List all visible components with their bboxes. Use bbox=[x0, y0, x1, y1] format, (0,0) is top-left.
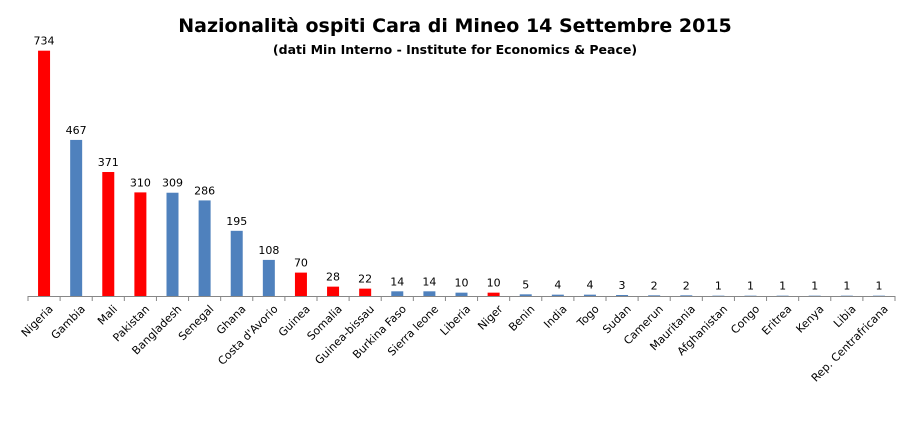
bar-14 bbox=[487, 292, 500, 296]
data-label-22: 1 bbox=[747, 280, 754, 293]
bar-series bbox=[38, 50, 885, 297]
bar-17 bbox=[583, 294, 596, 296]
x-tick-label-24: Kenya bbox=[794, 303, 827, 336]
data-label-9: 28 bbox=[326, 271, 340, 284]
data-label-20: 2 bbox=[683, 279, 690, 292]
data-label-8: 70 bbox=[294, 257, 308, 270]
x-tick-label-17: Togo bbox=[574, 302, 602, 330]
x-tick-label-1: Gambia bbox=[49, 303, 88, 342]
data-label-23: 1 bbox=[779, 280, 786, 293]
data-label-6: 195 bbox=[226, 215, 247, 228]
data-label-16: 4 bbox=[554, 279, 561, 292]
x-tick-label-16: India bbox=[541, 303, 569, 331]
bar-13 bbox=[455, 292, 468, 296]
bar-6 bbox=[230, 230, 243, 296]
x-tick-label-13: Liberia bbox=[438, 303, 474, 339]
x-tick-label-7: Costa d'Avorio bbox=[215, 302, 280, 367]
data-label-21: 1 bbox=[715, 280, 722, 293]
bar-20 bbox=[680, 295, 693, 296]
data-label-17: 4 bbox=[586, 279, 593, 292]
bar-16 bbox=[551, 294, 564, 296]
bar-7 bbox=[262, 259, 275, 296]
data-label-0: 734 bbox=[34, 35, 55, 48]
bar-19 bbox=[648, 295, 661, 296]
data-label-12: 14 bbox=[422, 275, 436, 288]
bar-18 bbox=[616, 294, 629, 296]
x-tick-label-5: Senegal bbox=[176, 303, 217, 344]
data-label-18: 3 bbox=[619, 279, 626, 292]
bar-11 bbox=[391, 291, 404, 296]
chart-subtitle: (dati Min Interno - Institute for Econom… bbox=[273, 42, 637, 57]
bar-5 bbox=[198, 200, 211, 296]
data-label-25: 1 bbox=[843, 280, 850, 293]
data-label-14: 10 bbox=[487, 277, 501, 290]
data-label-19: 2 bbox=[651, 279, 658, 292]
bar-8 bbox=[294, 272, 307, 296]
x-tick-label-23: Eritrea bbox=[759, 303, 794, 338]
data-label-7: 108 bbox=[258, 244, 279, 257]
x-tick-label-14: Niger bbox=[475, 302, 505, 332]
x-tick-label-2: Mali bbox=[95, 303, 120, 328]
data-label-5: 286 bbox=[194, 184, 215, 197]
bar-3 bbox=[134, 192, 147, 296]
x-tick-label-15: Benin bbox=[506, 303, 537, 334]
data-label-15: 5 bbox=[522, 278, 529, 291]
x-tick-label-25: Libia bbox=[831, 303, 859, 331]
bar-9 bbox=[327, 286, 340, 296]
bar-0 bbox=[38, 50, 51, 297]
data-label-26: 1 bbox=[875, 280, 882, 293]
bar-1 bbox=[70, 139, 83, 296]
x-tick-label-22: Congo bbox=[728, 302, 762, 336]
data-label-2: 371 bbox=[98, 156, 119, 169]
bar-4 bbox=[166, 192, 179, 296]
data-label-3: 310 bbox=[130, 176, 151, 189]
data-label-10: 22 bbox=[358, 273, 372, 286]
bar-15 bbox=[519, 294, 532, 296]
data-label-4: 309 bbox=[162, 177, 183, 190]
data-label-1: 467 bbox=[66, 124, 87, 137]
bar-12 bbox=[423, 291, 436, 296]
bar-2 bbox=[102, 172, 115, 296]
data-label-11: 14 bbox=[390, 275, 404, 288]
chart-title: Nazionalità ospiti Cara di Mineo 14 Sett… bbox=[178, 15, 732, 37]
bar-10 bbox=[359, 288, 372, 296]
data-label-13: 10 bbox=[455, 277, 469, 290]
data-label-24: 1 bbox=[811, 280, 818, 293]
